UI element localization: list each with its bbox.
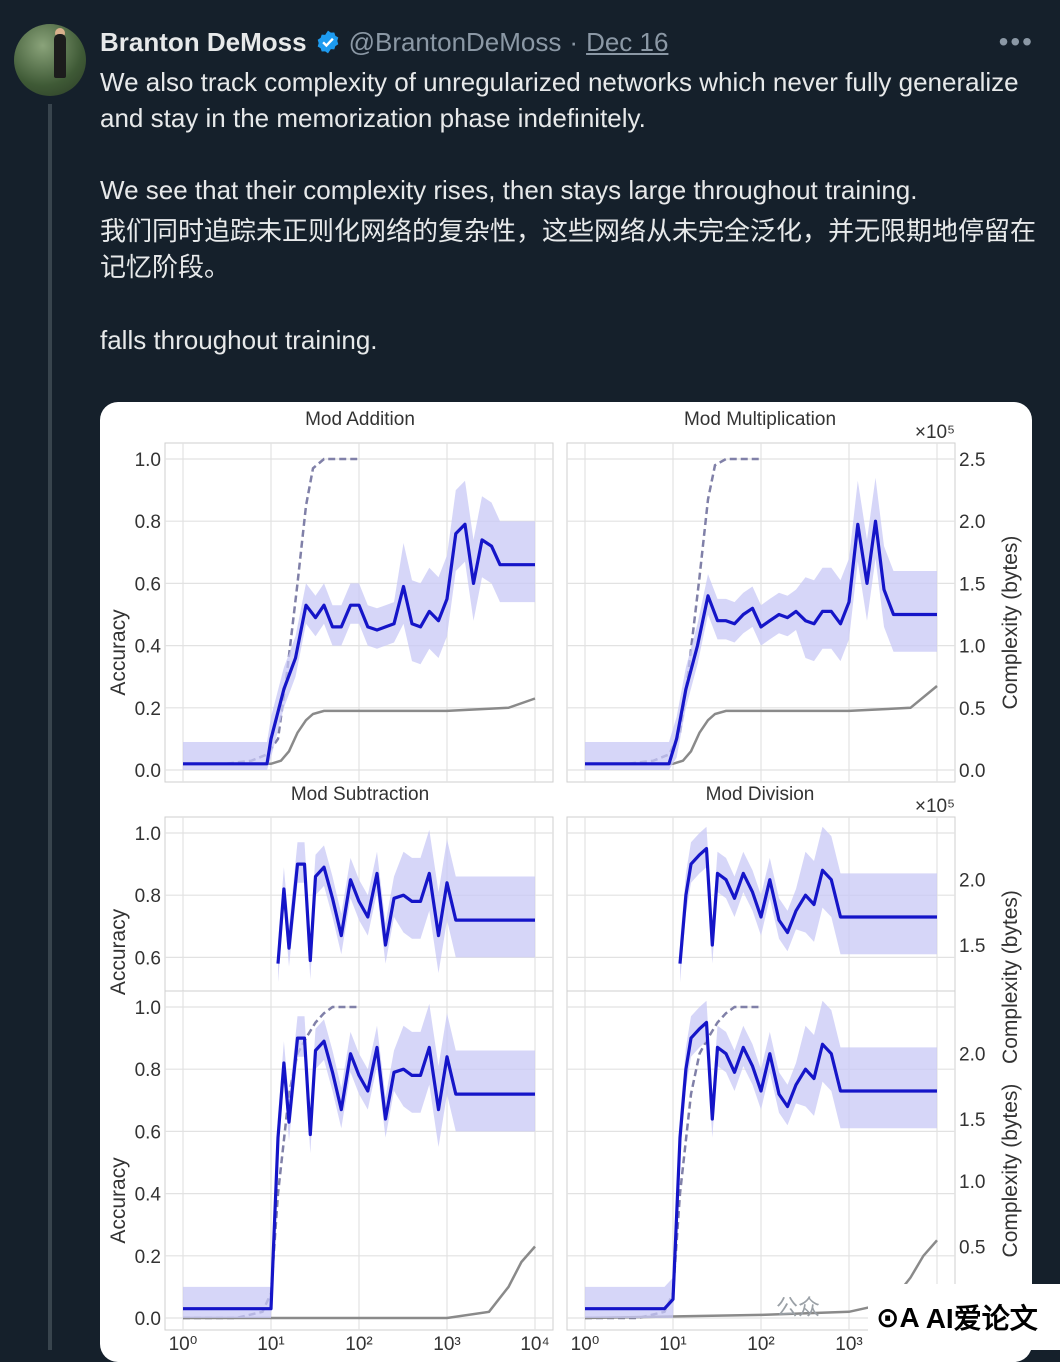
- y-tick-label: 0.0: [135, 1309, 161, 1330]
- y-tick-label: 0.6: [135, 1122, 161, 1143]
- tweet-line-2: We see that their complexity rises, then…: [100, 175, 918, 205]
- chart-panel-1: 1.0 0.8 0.6 0.4 0.2 0.0 Accuracy Mod Addition: [107, 409, 554, 783]
- x-tick-label: 10²: [345, 1334, 372, 1355]
- test-accuracy-line: [183, 697, 536, 766]
- chart-panel-2: 2.5 2.0 1.5 1.0 0.5 0.0 ×10⁵ Complexity (bytes)…: [566, 409, 1022, 783]
- tweet-line-1: We also track complexity of unregularize…: [100, 67, 1019, 133]
- right-tick-label: 2.5: [959, 450, 985, 471]
- complexity-line: [585, 519, 937, 766]
- axis-scale-label: ×10⁵: [915, 796, 955, 817]
- axis-scale-label: ×10⁵: [915, 422, 955, 443]
- chart-figure: 1.0 0.8 0.6 0.4 0.2 0.0 Accuracy Mod Addition 2.…: [107, 409, 1022, 1355]
- verified-badge-icon: [317, 30, 338, 54]
- watermark-logo-icon: ⊙A: [876, 1301, 920, 1333]
- y-tick-label: 0.2: [135, 699, 161, 720]
- watermark-faint-text: 公众: [776, 1295, 821, 1320]
- right-tick-label: 1.0: [959, 1172, 985, 1193]
- right-tick-label: 0.5: [959, 699, 985, 720]
- x-tick-label: 10²: [747, 1334, 774, 1355]
- right-tick-label: 1.5: [959, 936, 985, 957]
- complexity-confidence-band: [278, 829, 535, 983]
- complexity-line: [183, 1036, 535, 1311]
- y-tick-label: 1.0: [135, 824, 161, 845]
- right-tick-label: 1.0: [959, 637, 985, 658]
- y-tick-label: 0.4: [135, 637, 162, 658]
- complexity-line: [678, 847, 937, 964]
- complexity-line: [276, 862, 535, 964]
- right-tick-label: 2.0: [959, 1045, 985, 1066]
- tweet-media-figure[interactable]: 1.0 0.8 0.6 0.4 0.2 0.0 Accuracy Mod Addition 2.…: [100, 402, 1032, 1362]
- test-accuracy-line: [183, 1245, 536, 1320]
- right-tick-label: 0.0: [959, 761, 985, 782]
- author-name[interactable]: Branton DeMoss: [100, 26, 307, 57]
- tweet-line-translation: 我们同时追踪未正则化网络的复杂性，这些网络从未完全泛化，并无限期地停留在记忆阶段…: [100, 217, 1037, 283]
- watermark: ⊙A AI爱论文: [868, 1284, 1060, 1350]
- chart-panel-6: 2.0 1.5 1.0 0.5 Complexity (bytes) 10⁰ 10¹ 10² 1…: [566, 990, 1022, 1355]
- y-axis-label: Accuracy: [107, 908, 130, 995]
- panel-plot-area: [567, 817, 955, 992]
- y-tick-label: 0.8: [135, 512, 161, 533]
- y-tick-label: 0.4: [135, 1185, 162, 1206]
- test-accuracy-line: [585, 685, 938, 766]
- right-tick-label: 0.5: [959, 1237, 985, 1258]
- x-tick-label: 10⁰: [169, 1334, 198, 1355]
- right-tick-label: 2.0: [959, 871, 985, 892]
- x-tick-label: 10⁴: [520, 1334, 549, 1355]
- complexity-confidence-band: [585, 1000, 937, 1318]
- chart-panel-4: 2.0 1.5 ×10⁵ Complexity (bytes) Mod Division: [566, 784, 1022, 1064]
- right-axis-label: Complexity (bytes): [999, 890, 1022, 1064]
- y-axis-label: Accuracy: [107, 1157, 130, 1244]
- chart-title: Mod Addition: [305, 409, 415, 430]
- y-tick-label: 1.0: [135, 450, 161, 471]
- y-tick-label: 1.0: [135, 998, 161, 1019]
- y-tick-label: 0.8: [135, 1060, 161, 1081]
- tweet-date[interactable]: Dec 16: [586, 26, 669, 57]
- complexity-confidence-band: [680, 826, 937, 983]
- x-tick-label: 10³: [433, 1334, 460, 1355]
- y-tick-label: 0.6: [135, 948, 161, 969]
- y-tick-label: 0.6: [135, 574, 161, 595]
- tweet-line-3: falls throughout training.: [100, 325, 378, 355]
- panel-plot-area: [567, 443, 955, 782]
- avatar-head: [55, 28, 65, 38]
- right-tick-label: 2.0: [959, 512, 985, 533]
- panel-plot-area: [165, 991, 553, 1330]
- thread-line: [48, 104, 52, 1350]
- y-tick-label: 0.8: [135, 886, 161, 907]
- panel-plot-area: [567, 991, 955, 1330]
- author-avatar[interactable]: [14, 24, 86, 96]
- complexity-confidence-band: [183, 1003, 535, 1318]
- right-tick-label: 1.5: [959, 574, 985, 595]
- x-tick-label: 10¹: [659, 1334, 686, 1355]
- tweet-text: We also track complexity of unregularize…: [100, 64, 1040, 358]
- panel-plot-area: [165, 817, 553, 992]
- complexity-line: [585, 1020, 937, 1311]
- complexity-line: [183, 522, 535, 766]
- right-axis-label: Complexity (bytes): [999, 1084, 1022, 1258]
- avatar-figure: [54, 34, 66, 78]
- x-tick-label: 10¹: [257, 1334, 284, 1355]
- chart-title: Mod Multiplication: [684, 409, 836, 430]
- y-tick-label: 0.0: [135, 761, 161, 782]
- x-tick-label: 10³: [835, 1334, 862, 1355]
- chart-panel-5: 1.0 0.8 0.6 0.4 0.2 0.0 Accuracy 10⁰ 10¹ 10² 10³ 10…: [107, 990, 554, 1355]
- right-axis-label: Complexity (bytes): [999, 536, 1022, 710]
- watermark-text: AI爱论文: [925, 1303, 1038, 1334]
- y-tick-label: 0.2: [135, 1247, 161, 1268]
- tweet-header: Branton DeMoss @BrantonDeMoss · Dec 16: [100, 24, 668, 60]
- chart-title: Mod Subtraction: [291, 784, 429, 805]
- separator-dot: ·: [569, 26, 579, 57]
- y-axis-label: Accuracy: [107, 609, 130, 696]
- right-tick-label: 1.5: [959, 1110, 985, 1131]
- author-handle[interactable]: @BrantonDeMoss: [348, 26, 562, 57]
- chart-title: Mod Division: [706, 784, 815, 805]
- x-tick-label: 10⁰: [571, 1334, 600, 1355]
- panel-plot-area: [165, 443, 553, 782]
- more-options-icon[interactable]: •••: [998, 26, 1034, 57]
